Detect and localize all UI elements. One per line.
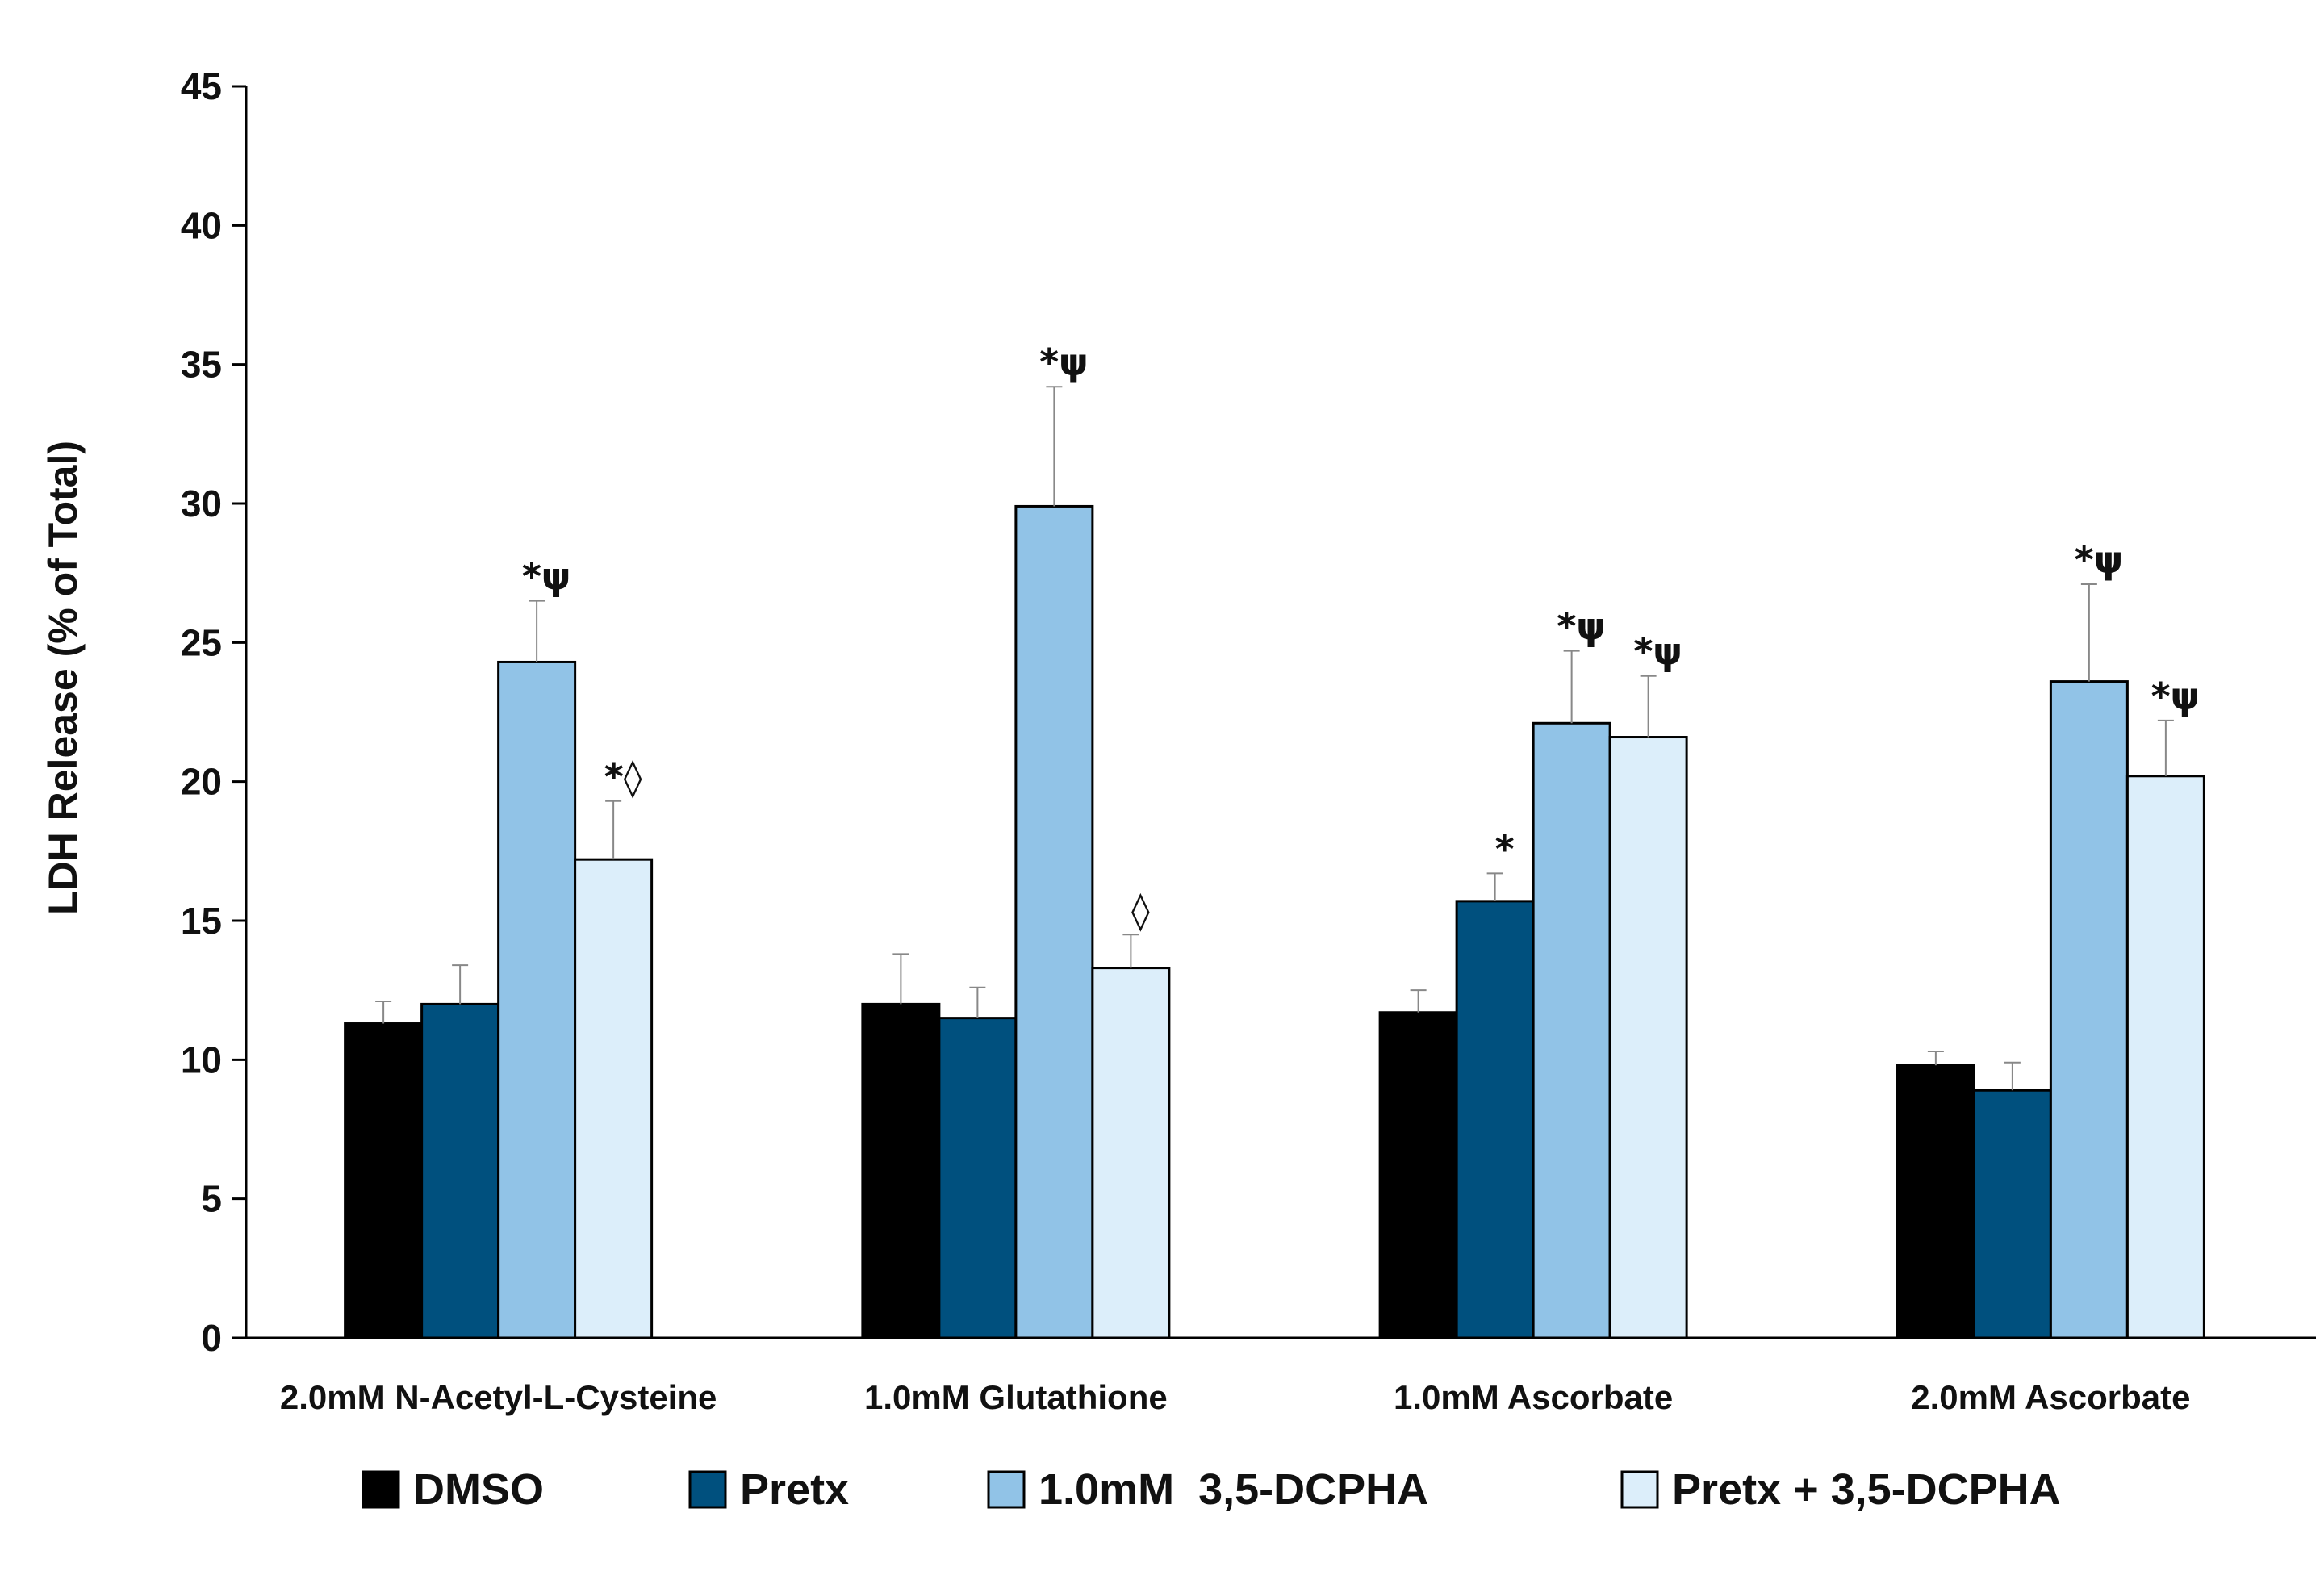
category-label: 2.0mM Ascorbate: [1911, 1378, 2190, 1416]
y-tick-label: 25: [181, 621, 222, 663]
significance-label: *ψ: [1557, 605, 1606, 649]
y-tick-label: 10: [181, 1038, 222, 1080]
y-axis-title: LDH Release (% of Total): [40, 441, 86, 915]
y-tick-label: 15: [181, 900, 222, 942]
significance-label: *ψ: [2151, 675, 2201, 718]
legend-swatch: [987, 1470, 1026, 1509]
y-tick-label: 30: [181, 483, 222, 524]
legend-label: DMSO: [413, 1465, 544, 1514]
bar: [1014, 504, 1094, 1339]
significance-label: *ψ: [522, 555, 571, 599]
bar: [497, 660, 577, 1339]
bar: [2125, 775, 2205, 1339]
y-tick-label: 20: [181, 761, 222, 803]
category-label: 1.0mM Ascorbate: [1394, 1378, 1673, 1416]
y-tick-label: 45: [181, 65, 222, 107]
significance-label: *ψ: [1633, 630, 1682, 674]
bar: [1378, 1011, 1458, 1339]
bar: [344, 1022, 424, 1339]
bar: [1455, 900, 1535, 1339]
legend-label: 1.0mM 3,5-DCPHA: [1039, 1465, 1428, 1514]
category-label: 2.0mM N-Acetyl-L-Cysteine: [280, 1378, 717, 1416]
bar: [1972, 1089, 2052, 1339]
bar: [2049, 680, 2129, 1339]
legend-swatch: [1620, 1470, 1659, 1509]
bar: [420, 1002, 500, 1339]
bar: [938, 1017, 1018, 1339]
y-tick-label: 40: [181, 204, 222, 246]
bar: [1608, 736, 1688, 1339]
legend: DMSO Pretx 1.0mM 3,5-DCPHA Pretx + 3,5-DCPH…: [362, 1465, 2061, 1514]
significance-label: *: [1495, 827, 1515, 871]
legend-label: Pretx: [740, 1465, 849, 1514]
legend-swatch: [362, 1470, 400, 1509]
bar: [1896, 1064, 1975, 1339]
significance-label: *◊: [604, 755, 642, 799]
y-tick-label: 35: [181, 344, 222, 386]
bar: [1532, 721, 1611, 1339]
category-label: 1.0mM Glutathione: [864, 1378, 1168, 1416]
significance-label: ◊: [1131, 888, 1150, 932]
significance-label: *ψ: [2075, 538, 2124, 582]
legend-label: Pretx + 3,5-DCPHA: [1672, 1465, 2061, 1514]
bar: [574, 858, 654, 1339]
bar: [861, 1002, 941, 1339]
plot-area: 0 5 10 15 20 25 30 35 40 45 2.0mM N-Acetyl-L-Cyste…: [181, 65, 2316, 1416]
significance-label: *ψ: [1039, 341, 1089, 384]
bar: [1091, 967, 1171, 1339]
y-tick-label: 5: [201, 1178, 222, 1220]
y-tick-label: 0: [201, 1317, 222, 1359]
legend-swatch: [688, 1470, 727, 1509]
